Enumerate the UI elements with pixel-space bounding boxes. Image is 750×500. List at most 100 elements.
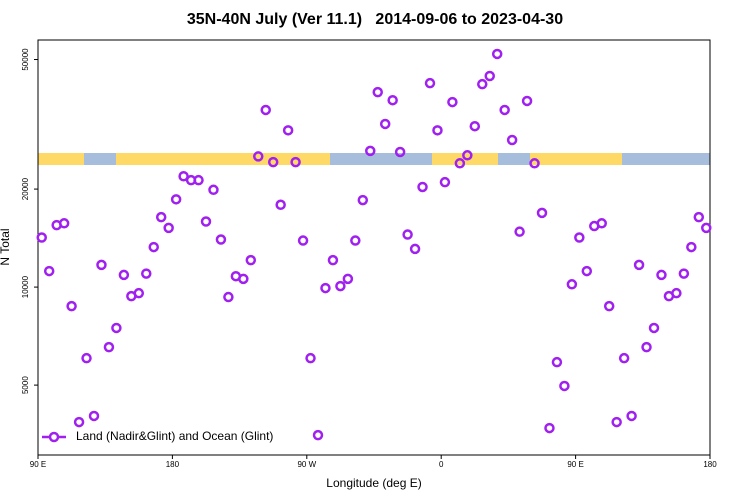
y-tick-label: 50000 — [21, 48, 30, 71]
y-tick-label: 10000 — [21, 275, 30, 298]
point — [529, 158, 540, 169]
point — [536, 207, 548, 219]
point — [282, 125, 294, 136]
point — [245, 254, 257, 266]
point — [66, 300, 77, 312]
point — [73, 416, 85, 428]
point — [656, 269, 667, 281]
point — [678, 268, 690, 279]
point — [693, 211, 705, 223]
point — [320, 282, 331, 294]
point — [357, 194, 369, 206]
point — [163, 222, 174, 234]
point — [275, 199, 286, 211]
point — [200, 216, 212, 227]
point — [43, 265, 55, 277]
point — [641, 341, 652, 353]
point — [484, 70, 495, 82]
point — [514, 226, 525, 237]
point — [327, 254, 339, 266]
point — [648, 322, 660, 334]
point — [238, 273, 249, 285]
point — [462, 150, 473, 161]
point — [58, 218, 70, 229]
point — [111, 322, 122, 334]
point — [402, 229, 413, 240]
legend-marker — [48, 431, 60, 443]
plot-frame — [37, 39, 711, 456]
point — [133, 287, 145, 299]
point — [312, 429, 324, 441]
x-tick-label: 90 W — [297, 460, 316, 469]
point — [81, 352, 92, 364]
x-tick-label: 90 E — [567, 460, 583, 469]
y-tick-label: 20000 — [21, 177, 30, 200]
x-axis-label: Longitude (deg E) — [326, 476, 421, 490]
band-land — [38, 153, 84, 165]
point — [253, 151, 264, 162]
point — [350, 235, 361, 246]
point — [208, 184, 219, 196]
x-tick-label: 180 — [166, 460, 180, 469]
point — [544, 422, 555, 434]
point — [148, 241, 159, 253]
point — [267, 156, 279, 168]
point — [521, 95, 533, 107]
point — [701, 222, 712, 234]
point — [506, 134, 518, 146]
land-ocean-band — [38, 153, 710, 165]
chart-title: 35N-40N July (Ver 11.1) 2014-09-06 to 20… — [187, 11, 563, 28]
point — [379, 118, 391, 130]
x-tick-label: 0 — [439, 460, 444, 469]
point — [611, 416, 622, 428]
x-tick-label: 90 E — [30, 460, 46, 469]
point — [36, 232, 47, 243]
band-land — [530, 153, 622, 165]
point — [454, 158, 466, 169]
point — [603, 300, 615, 312]
point — [686, 241, 697, 253]
legend-label: Land (Nadir&Glint) and Ocean (Glint) — [76, 429, 273, 443]
point — [215, 234, 227, 245]
point — [96, 259, 107, 271]
point — [394, 146, 406, 158]
point — [671, 287, 682, 299]
point — [439, 176, 451, 188]
point — [365, 145, 376, 157]
point — [566, 279, 578, 290]
point — [469, 120, 481, 132]
point — [626, 410, 637, 422]
point — [447, 96, 458, 108]
x-tick-label: 180 — [703, 460, 717, 469]
point — [335, 280, 346, 292]
point — [141, 268, 152, 279]
y-axis-label: N Total — [0, 228, 12, 265]
point — [618, 352, 630, 364]
point — [432, 125, 443, 136]
point — [596, 218, 607, 229]
point — [103, 341, 115, 353]
point — [387, 94, 398, 106]
point — [491, 48, 503, 60]
point — [417, 181, 428, 193]
point — [290, 156, 301, 168]
point — [424, 77, 436, 89]
point — [372, 86, 383, 98]
point — [342, 273, 354, 285]
point — [155, 211, 167, 223]
point — [297, 235, 309, 246]
point — [409, 243, 421, 255]
point — [88, 410, 100, 422]
point — [477, 78, 488, 90]
y-tick-label: 5000 — [21, 376, 30, 394]
point — [170, 194, 182, 205]
point — [551, 356, 563, 368]
point — [581, 265, 593, 277]
point — [559, 380, 570, 392]
point — [223, 291, 234, 303]
point — [305, 352, 316, 364]
point — [574, 232, 585, 243]
point — [193, 174, 204, 186]
